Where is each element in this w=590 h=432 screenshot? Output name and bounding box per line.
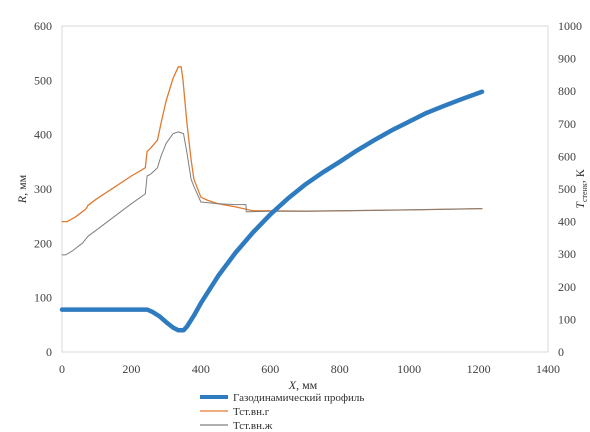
y2-tick-label: 100 [558,312,576,326]
legend-label-1: Газодинамический профиль [233,392,364,404]
x-tick-label: 400 [192,362,210,376]
x-tick-label: 1400 [536,362,560,376]
legend-label-2: Тст.вн.г [233,406,270,418]
x-tick-label: 800 [331,362,349,376]
y-tick-label: 100 [34,291,52,305]
y-tick-label: 300 [34,182,52,196]
x-tick-labels: 0 200 400 600 800 1000 1200 1400 [59,362,560,376]
legend: Газодинамический профиль Тст.вн.г Тст.вн.ж [200,392,364,432]
series-line-3 [61,131,483,256]
y-tick-label: 0 [46,345,52,359]
x-tick-label: 1000 [397,362,421,376]
x-tick-label: 1200 [467,362,491,376]
series-layer [59,66,485,333]
y2-tick-label: 800 [558,84,576,98]
y2-tick-label: 400 [558,215,576,229]
y2-tick-label: 900 [558,52,576,66]
y2-tick-label: 300 [558,247,576,261]
plot-frame [61,25,549,353]
y2-tick-label: 1000 [558,19,582,33]
y2-axis-title: Tстенк, К [573,168,589,208]
y-tick-label: 400 [34,128,52,142]
y2-tick-label: 500 [558,182,576,196]
y-axis-title: R, мм [15,174,29,204]
y2-tick-labels: 0 100 200 300 400 500 600 700 800 900 1000 [558,19,582,359]
x-tick-label: 600 [261,362,279,376]
y2-tick-label: 600 [558,149,576,163]
y-tick-label: 600 [34,19,52,33]
y-tick-label: 500 [34,73,52,87]
y2-tick-label: 200 [558,280,576,294]
x-tick-label: 200 [122,362,140,376]
y-tick-label: 200 [34,236,52,250]
series-line-1 [59,89,485,333]
series-line-2 [61,66,483,223]
x-axis-title: X, мм [288,378,318,392]
legend-label-3: Тст.вн.ж [233,420,273,432]
y2-tick-label: 700 [558,117,576,131]
plot-area-border [61,25,549,353]
x-tick-label: 0 [59,362,65,376]
y-tick-labels: 0 100 200 300 400 500 600 [34,19,52,359]
y2-tick-label: 0 [558,345,564,359]
